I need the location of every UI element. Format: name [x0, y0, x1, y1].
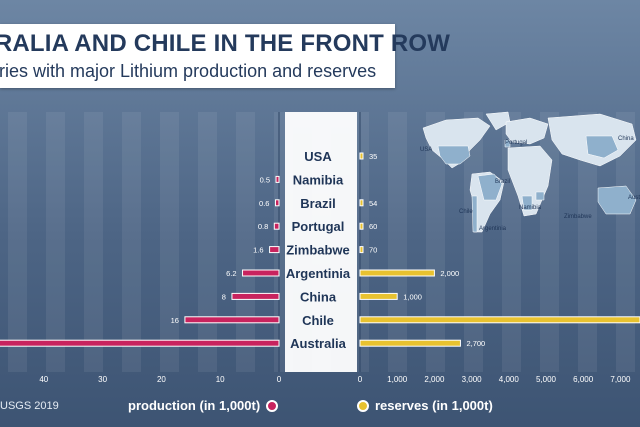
production-tick-label: 40 — [39, 375, 48, 384]
background-band — [46, 112, 65, 372]
production-bar — [185, 317, 279, 323]
reserves-value-label: 1,000 — [403, 292, 422, 301]
country-label: Portugal — [292, 219, 345, 234]
production-bar — [276, 176, 279, 182]
title-box: TRALIA AND CHILE IN THE FRONT ROW tries … — [0, 24, 395, 88]
reserves-value-label: 54 — [369, 199, 377, 208]
map-country-label: Namibia — [519, 205, 542, 211]
background-band — [8, 112, 27, 372]
reserves-tick-label: 6,000 — [573, 375, 594, 384]
background-band — [388, 112, 407, 372]
map-country-label: Argentinia — [479, 226, 507, 232]
production-value-label: 6.2 — [226, 269, 236, 278]
legend-reserves-label: reserves (in 1,000t) — [375, 398, 493, 413]
legend-production: production (in 1,000t) — [128, 398, 278, 413]
reserves-bar — [360, 270, 434, 276]
map-zimbabwe — [536, 192, 544, 200]
production-tick-label: 30 — [98, 375, 107, 384]
country-label: USA — [304, 149, 332, 164]
country-label: Australia — [290, 336, 346, 351]
axis-tick-labels: 40 30 20 10 0 0 1,000 2,000 3,000 4,000 5,000 6,000… — [39, 375, 631, 384]
production-value-label: 16 — [171, 316, 179, 325]
chart-subtitle: tries with major Lithium production and … — [0, 61, 376, 82]
reserves-tick-label: 4,000 — [499, 375, 520, 384]
reserves-bar — [360, 317, 640, 323]
reserves-bar — [360, 247, 363, 253]
world-map: USA Portugal Brazil Chile Argentinia Namibia Z… — [420, 112, 640, 232]
production-value-label: 1.6 — [253, 246, 263, 255]
production-tick-label: 20 — [157, 375, 166, 384]
map-country-label: Portugal — [505, 140, 527, 146]
chart-title: TRALIA AND CHILE IN THE FRONT ROW — [0, 30, 450, 58]
production-value-label: 0.5 — [260, 175, 270, 184]
reserves-value-label: 2,000 — [440, 269, 459, 278]
reserves-bar — [360, 200, 363, 206]
reserves-value-label: 60 — [369, 222, 377, 231]
background-band — [160, 112, 179, 372]
reserves-bar — [360, 223, 363, 229]
map-country-label: China — [618, 136, 634, 142]
background-band — [84, 112, 103, 372]
production-bar — [270, 247, 279, 253]
production-bar — [232, 293, 279, 299]
map-country-label: Australia — [628, 195, 640, 201]
reserves-tick-label: 2,000 — [424, 375, 445, 384]
production-value-label: 0.8 — [258, 222, 268, 231]
map-country-label: Brazil — [495, 179, 510, 185]
background-band — [236, 112, 255, 372]
reserves-tick-label: 3,000 — [462, 375, 483, 384]
legend-reserves: reserves (in 1,000t) — [357, 398, 493, 413]
country-label: China — [300, 289, 337, 304]
background-band — [122, 112, 141, 372]
map-country-label: Chile — [459, 209, 473, 215]
background-band — [198, 112, 217, 372]
production-bar — [243, 270, 279, 276]
country-label: Zimbabwe — [286, 243, 350, 258]
reserves-bar — [360, 153, 363, 159]
legend-production-swatch — [266, 400, 278, 412]
legend-production-label: production (in 1,000t) — [128, 398, 260, 413]
country-label: Namibia — [293, 172, 344, 187]
production-value-label: 0.6 — [259, 199, 269, 208]
production-bar — [275, 200, 279, 206]
legend-reserves-swatch — [357, 400, 369, 412]
reserves-tick-label: 5,000 — [536, 375, 557, 384]
reserves-value-label: 35 — [369, 152, 377, 161]
reserves-bar — [360, 293, 397, 299]
production-tick-label: 10 — [216, 375, 225, 384]
map-country-label: Zimbabwe — [564, 214, 592, 220]
production-bar — [0, 340, 279, 346]
reserves-tick-label: 1,000 — [387, 375, 408, 384]
country-label: Argentinia — [286, 266, 351, 281]
reserves-tick-label: 7,000 — [610, 375, 631, 384]
reserves-bar — [360, 340, 460, 346]
reserves-value-label: 2,700 — [466, 339, 485, 348]
production-tick-label: 0 — [277, 375, 282, 384]
country-label: Brazil — [300, 196, 335, 211]
map-country-label: USA — [420, 147, 432, 153]
country-label: Chile — [302, 313, 334, 328]
production-value-label: 8 — [222, 292, 226, 301]
reserves-value-label: 70 — [369, 246, 377, 255]
source-label: USGS 2019 — [0, 400, 59, 412]
reserves-tick-label: 0 — [358, 375, 363, 384]
production-bar — [274, 223, 279, 229]
map-chile — [472, 196, 477, 232]
